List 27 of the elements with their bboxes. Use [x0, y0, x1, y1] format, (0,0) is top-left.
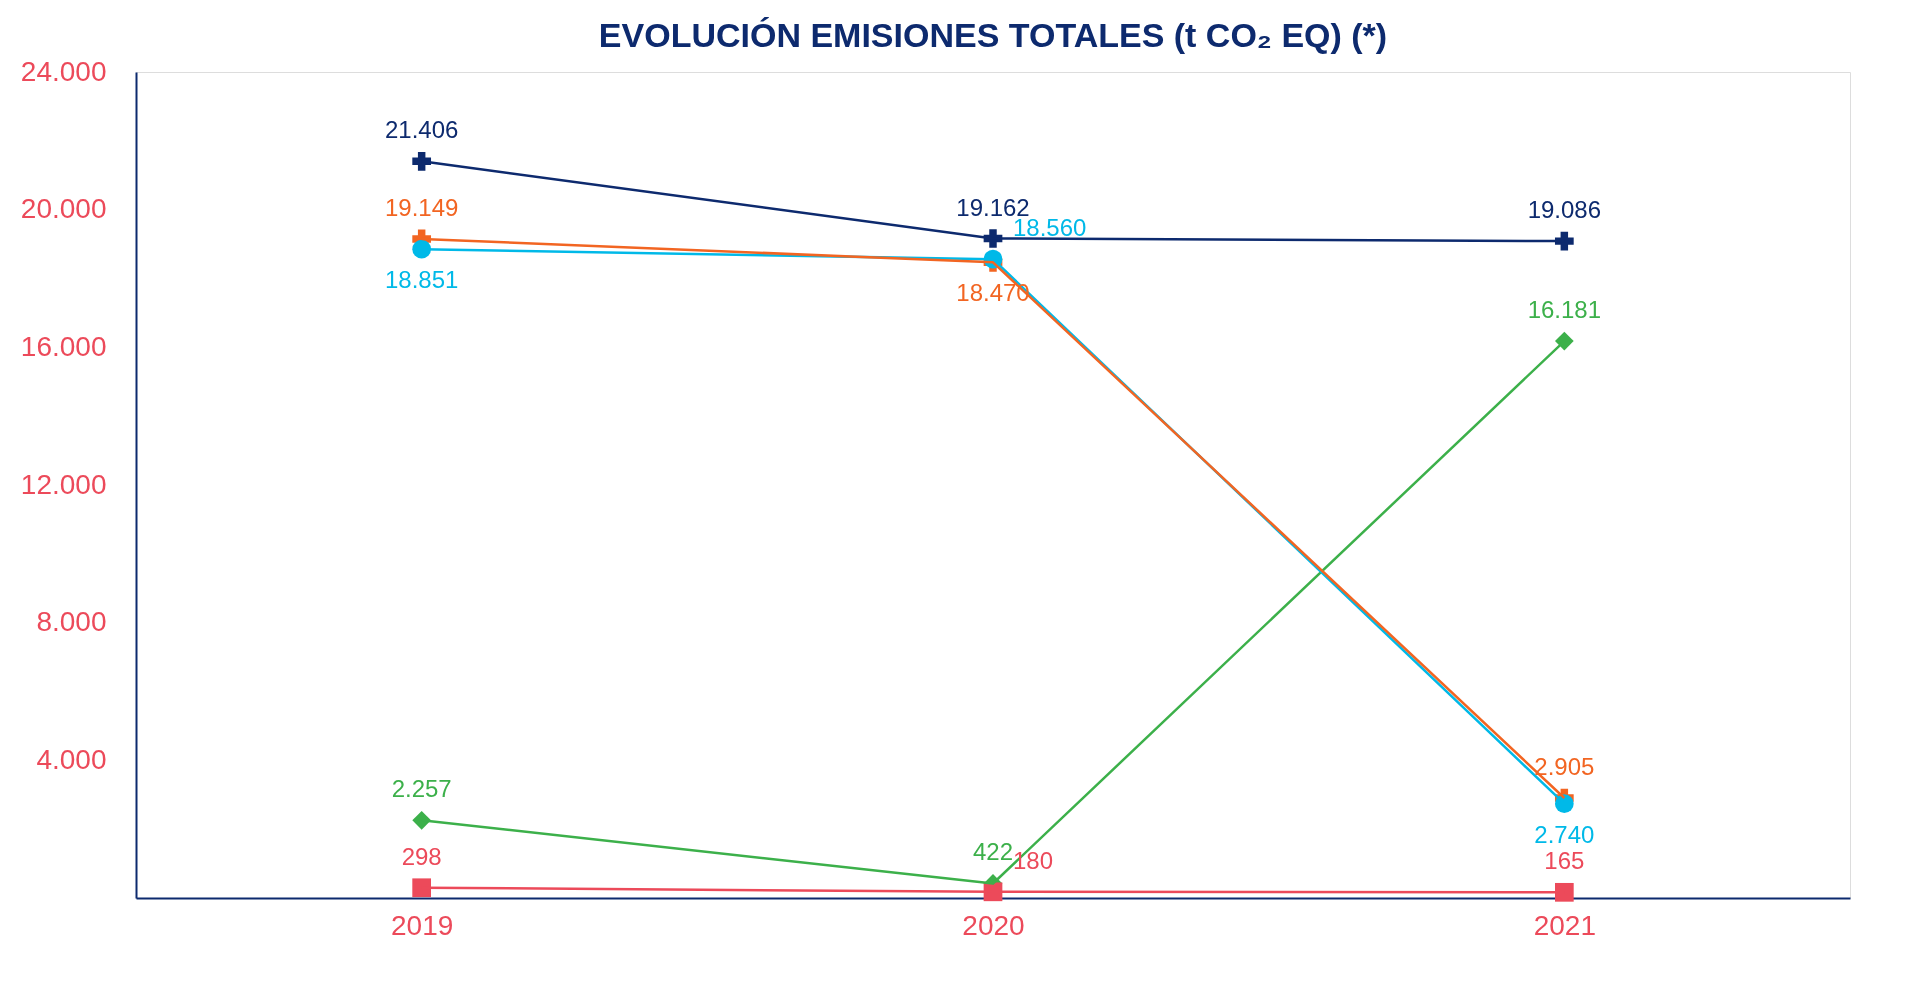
- point: [412, 878, 432, 898]
- data-label: 422: [972, 838, 1014, 866]
- chart-title: EVOLUCIÓN EMISIONES TOTALES (t CO₂ EQ) (*): [598, 16, 1388, 54]
- x-tick-label: 2020: [962, 909, 1025, 941]
- data-label: 2.740: [1534, 820, 1595, 848]
- data-label: 298: [401, 842, 442, 870]
- point: [1554, 882, 1574, 902]
- data-label: 165: [1544, 847, 1585, 875]
- x-tick-label: 2021: [1533, 909, 1596, 941]
- y-tick-label: 16.000: [20, 330, 107, 362]
- data-label: 180: [1013, 846, 1054, 874]
- data-label: 2.905: [1534, 753, 1595, 781]
- data-label: 18.470: [956, 279, 1030, 307]
- data-label: 21.406: [384, 116, 459, 144]
- point: [412, 810, 432, 830]
- point: [1554, 231, 1574, 251]
- data-label: 18.851: [384, 266, 459, 294]
- y-tick-label: 8.000: [36, 606, 107, 638]
- x-tick-label: 2019: [391, 909, 454, 941]
- data-label: 2.257: [391, 775, 452, 803]
- y-tick-label: 4.000: [36, 743, 107, 775]
- data-label: 19.149: [384, 193, 459, 221]
- y-tick-label: 24.000: [20, 55, 107, 87]
- y-tick-label: 20.000: [20, 193, 107, 225]
- data-label: 19.086: [1527, 196, 1602, 224]
- data-label: 16.181: [1527, 296, 1602, 324]
- y-tick-label: 12.000: [20, 468, 107, 500]
